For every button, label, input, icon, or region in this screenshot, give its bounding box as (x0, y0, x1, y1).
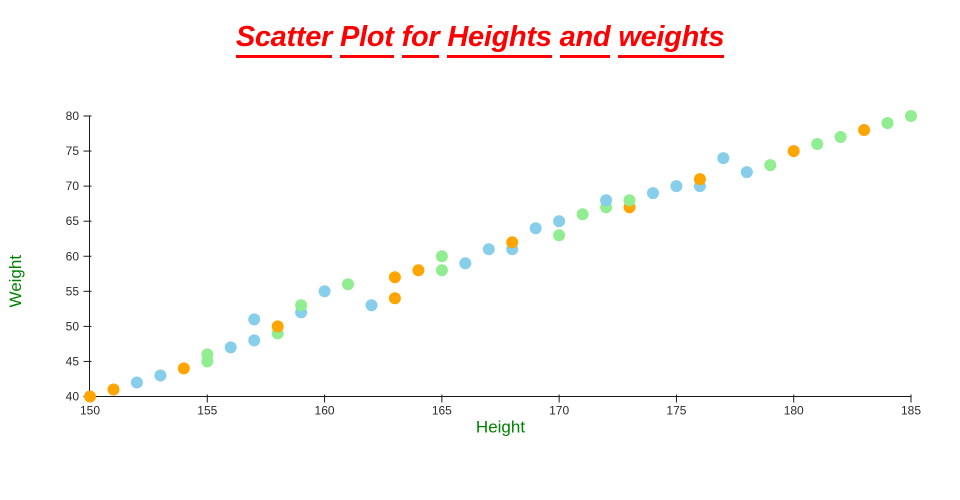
data-point (834, 131, 847, 143)
y-tick-label: 55 (66, 284, 80, 298)
data-point (248, 334, 261, 347)
data-point (787, 145, 800, 158)
x-tick-label: 180 (784, 404, 804, 418)
x-tick-label: 160 (315, 404, 335, 418)
data-point (107, 383, 120, 396)
y-tick-label: 60 (66, 249, 80, 263)
data-point (600, 194, 613, 207)
y-tick-label: 70 (66, 179, 80, 193)
data-point (717, 152, 730, 165)
data-point (154, 369, 167, 382)
title-word: weights (618, 21, 724, 58)
data-point (412, 264, 425, 277)
x-tick-label: 170 (549, 404, 569, 418)
title-word: and (559, 21, 611, 58)
y-tick-label: 80 (66, 109, 80, 123)
y-tick-label: 50 (66, 319, 80, 333)
data-point (482, 243, 495, 256)
data-point (811, 138, 824, 150)
data-point (553, 215, 566, 228)
data-point (84, 390, 96, 403)
data-point (435, 250, 448, 263)
x-tick-label: 150 (80, 404, 100, 418)
data-point (435, 264, 448, 277)
y-tick-label: 45 (66, 354, 80, 368)
y-axis-title: Weight (6, 255, 25, 308)
chart-title: Scatter Plot for Heights and weights (0, 21, 960, 58)
data-point (693, 173, 706, 186)
data-point (388, 292, 401, 305)
data-point (576, 208, 589, 221)
data-point (318, 285, 331, 298)
data-point (670, 180, 683, 193)
y-tick-label: 75 (66, 144, 80, 158)
x-tick-label: 165 (432, 404, 452, 418)
x-axis-title: Height (476, 418, 525, 437)
data-point (248, 313, 261, 326)
data-point (295, 299, 308, 312)
data-point (881, 117, 894, 129)
data-point (553, 229, 566, 242)
data-point (177, 362, 190, 375)
data-point (623, 194, 636, 207)
data-point (130, 376, 143, 389)
data-point (365, 299, 378, 312)
y-tick-label: 40 (66, 390, 80, 404)
title-word: Heights (447, 21, 552, 58)
title-word: for (401, 21, 440, 58)
x-tick-label: 155 (197, 404, 217, 418)
data-point (647, 187, 659, 200)
x-tick-label: 185 (901, 404, 921, 418)
x-tick-label: 175 (666, 404, 686, 418)
title-word: Plot (340, 21, 394, 58)
data-point (342, 278, 354, 291)
data-point (905, 110, 917, 122)
data-point (506, 236, 519, 249)
data-point (271, 320, 284, 333)
data-point (201, 348, 214, 361)
data-point (858, 124, 871, 136)
data-point (388, 271, 401, 284)
data-point (529, 222, 542, 235)
title-word: Scatter (235, 21, 332, 58)
data-point (764, 159, 777, 172)
y-tick-label: 65 (66, 214, 80, 228)
data-point (224, 341, 237, 354)
data-point (740, 166, 753, 179)
data-point (459, 257, 472, 270)
